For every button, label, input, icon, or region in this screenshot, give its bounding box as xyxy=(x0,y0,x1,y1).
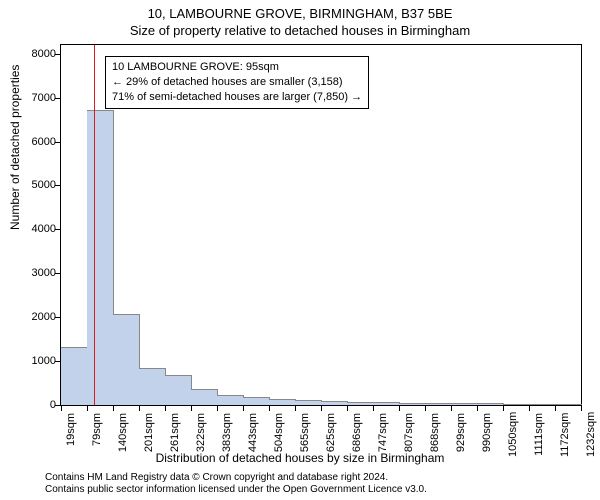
x-tick xyxy=(165,405,166,411)
y-tick-label: 0 xyxy=(16,399,56,411)
x-tick xyxy=(217,405,218,411)
histogram-bar xyxy=(87,110,114,405)
x-tick xyxy=(347,405,348,411)
histogram-bar xyxy=(269,399,296,405)
x-tick xyxy=(243,405,244,411)
caption-line2: Contains public sector information licen… xyxy=(45,484,427,496)
histogram-bar xyxy=(217,395,244,405)
histogram-bar xyxy=(555,404,582,405)
annotation-box: 10 LAMBOURNE GROVE: 95sqm← 29% of detach… xyxy=(105,56,369,109)
x-tick xyxy=(191,405,192,411)
histogram-bar xyxy=(165,375,192,405)
y-tick-label: 1000 xyxy=(16,355,56,367)
x-tick xyxy=(581,405,582,411)
x-tick xyxy=(61,405,62,411)
x-tick xyxy=(451,405,452,411)
y-tick-label: 6000 xyxy=(16,136,56,148)
y-tick-label: 4000 xyxy=(16,223,56,235)
x-tick xyxy=(477,405,478,411)
y-tick-label: 5000 xyxy=(16,179,56,191)
histogram-bar xyxy=(347,402,374,405)
histogram-bar xyxy=(139,368,166,405)
x-tick xyxy=(373,405,374,411)
plot-area: 01000200030004000500060007000800019sqm79… xyxy=(60,44,582,406)
histogram-bar xyxy=(373,402,400,405)
histogram-bar xyxy=(295,400,322,405)
x-tick xyxy=(87,405,88,411)
y-tick-label: 7000 xyxy=(16,92,56,104)
y-tick-label: 8000 xyxy=(16,48,56,60)
histogram-bar xyxy=(425,403,452,405)
x-tick xyxy=(503,405,504,411)
chart-caption: Contains HM Land Registry data © Crown c… xyxy=(45,472,427,496)
histogram-bar xyxy=(191,389,218,405)
reference-line xyxy=(94,45,95,405)
histogram-bar xyxy=(529,404,556,405)
caption-line1: Contains HM Land Registry data © Crown c… xyxy=(45,472,427,484)
annotation-line3: 71% of semi-detached houses are larger (… xyxy=(112,90,362,105)
x-tick xyxy=(295,405,296,411)
x-tick xyxy=(399,405,400,411)
x-tick xyxy=(529,405,530,411)
x-tick xyxy=(269,405,270,411)
x-tick xyxy=(555,405,556,411)
histogram-bar xyxy=(321,401,348,405)
chart-title-line2: Size of property relative to detached ho… xyxy=(0,23,600,38)
annotation-line2: ← 29% of detached houses are smaller (3,… xyxy=(112,75,362,90)
histogram-bar xyxy=(451,403,478,405)
histogram-bar xyxy=(61,347,88,405)
x-axis-label: Distribution of detached houses by size … xyxy=(0,451,600,465)
y-tick-label: 3000 xyxy=(16,267,56,279)
y-tick-label: 2000 xyxy=(16,311,56,323)
histogram-bar xyxy=(503,404,530,405)
histogram-bar xyxy=(399,403,426,405)
x-tick xyxy=(139,405,140,411)
x-tick xyxy=(321,405,322,411)
histogram-bar xyxy=(477,403,504,405)
histogram-bar xyxy=(113,314,140,405)
chart-title-line1: 10, LAMBOURNE GROVE, BIRMINGHAM, B37 5BE xyxy=(0,6,600,21)
x-tick xyxy=(425,405,426,411)
x-tick xyxy=(113,405,114,411)
histogram-bar xyxy=(243,397,270,405)
annotation-line1: 10 LAMBOURNE GROVE: 95sqm xyxy=(112,60,362,75)
